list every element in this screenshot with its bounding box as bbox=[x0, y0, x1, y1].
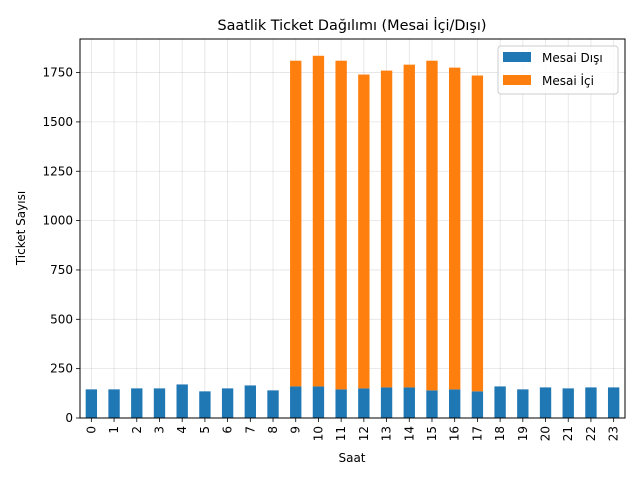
x-tick-label: 1 bbox=[107, 426, 121, 434]
bar-mesai-disi-1 bbox=[108, 389, 120, 418]
x-tick-label: 14 bbox=[402, 426, 416, 441]
y-tick-label: 250 bbox=[50, 362, 73, 376]
bar-mesai-disi-8 bbox=[267, 390, 279, 418]
bar-mesai-disi-22 bbox=[585, 387, 597, 418]
x-tick-label: 18 bbox=[493, 426, 507, 441]
y-tick-label: 750 bbox=[50, 263, 73, 277]
bar-mesai-disi-7 bbox=[244, 385, 256, 418]
bar-mesai-disi-18 bbox=[494, 386, 506, 418]
legend-label-mesai-ici: Mesai İçi bbox=[542, 73, 594, 88]
x-tick-label: 23 bbox=[607, 426, 621, 441]
bar-mesai-ici-9 bbox=[290, 60, 302, 387]
x-tick-label: 5 bbox=[198, 426, 212, 434]
bar-mesai-disi-5 bbox=[199, 391, 211, 418]
x-tick-label: 8 bbox=[266, 426, 280, 434]
x-tick-label: 3 bbox=[152, 426, 166, 434]
bars bbox=[85, 55, 620, 418]
bar-mesai-disi-20 bbox=[539, 387, 552, 418]
bar-mesai-ici-10 bbox=[312, 55, 325, 387]
y-tick-label: 500 bbox=[50, 312, 73, 326]
bar-mesai-disi-15 bbox=[426, 390, 438, 418]
bar-mesai-ici-13 bbox=[380, 70, 393, 388]
x-axis-label: Saat bbox=[338, 451, 365, 465]
bar-mesai-disi-0 bbox=[85, 389, 98, 418]
bar-mesai-disi-4 bbox=[176, 384, 188, 418]
y-axis-label: Ticket Sayısı bbox=[14, 191, 28, 266]
x-tick-label: 16 bbox=[448, 426, 462, 441]
bar-mesai-disi-9 bbox=[290, 386, 302, 418]
y-tick-label: 1000 bbox=[42, 214, 73, 228]
legend-label-mesai-disi: Mesai Dışı bbox=[542, 51, 603, 65]
bar-mesai-disi-13 bbox=[380, 387, 393, 418]
bar-mesai-disi-17 bbox=[471, 391, 484, 418]
bar-mesai-ici-16 bbox=[449, 67, 461, 390]
x-tick-label: 6 bbox=[221, 426, 235, 434]
bar-mesai-ici-11 bbox=[335, 60, 347, 390]
bar-mesai-disi-10 bbox=[312, 386, 325, 418]
y-tick-label: 1500 bbox=[42, 115, 73, 129]
y-tick-label: 0 bbox=[65, 411, 73, 425]
bar-mesai-ici-17 bbox=[471, 75, 484, 392]
x-tick-label: 10 bbox=[311, 426, 325, 441]
x-tick-label: 15 bbox=[425, 426, 439, 441]
y-axis: 0 250 500 750 1000 1250 1500 1750 bbox=[42, 66, 80, 425]
bar-mesai-disi-3 bbox=[153, 388, 166, 418]
bar-mesai-disi-23 bbox=[607, 387, 620, 418]
bar-mesai-disi-21 bbox=[562, 388, 574, 418]
legend-swatch-mesai-ici bbox=[503, 75, 531, 85]
x-tick-label: 11 bbox=[334, 426, 348, 441]
x-tick-label: 12 bbox=[357, 426, 371, 441]
x-tick-label: 22 bbox=[584, 426, 598, 441]
bar-mesai-ici-15 bbox=[426, 60, 438, 391]
bar-mesai-disi-19 bbox=[517, 389, 529, 418]
bar-mesai-disi-6 bbox=[221, 388, 234, 418]
x-tick-label: 21 bbox=[561, 426, 575, 441]
bar-mesai-disi-12 bbox=[358, 388, 370, 418]
x-tick-label: 19 bbox=[516, 426, 530, 441]
bar-mesai-disi-2 bbox=[131, 388, 143, 418]
bar-mesai-disi-16 bbox=[449, 389, 461, 418]
plot-frame bbox=[79, 38, 626, 419]
x-tick-label: 17 bbox=[470, 426, 484, 441]
x-tick-label: 13 bbox=[380, 426, 394, 441]
bar-mesai-ici-14 bbox=[403, 64, 415, 388]
y-tick-label: 1250 bbox=[42, 164, 73, 178]
legend: Mesai Dışı Mesai İçi bbox=[497, 45, 619, 95]
bar-mesai-disi-11 bbox=[335, 389, 347, 418]
legend-swatch-mesai-disi bbox=[503, 52, 531, 62]
x-tick-label: 0 bbox=[84, 426, 98, 434]
chart-title: Saatlik Ticket Dağılımı (Mesai İçi/Dışı) bbox=[217, 16, 486, 34]
x-tick-label: 2 bbox=[130, 426, 144, 434]
y-tick-label: 1750 bbox=[42, 66, 73, 80]
bar-mesai-disi-14 bbox=[403, 387, 415, 418]
x-tick-label: 9 bbox=[289, 426, 303, 434]
x-tick-label: 20 bbox=[539, 426, 553, 441]
x-tick-label: 7 bbox=[243, 426, 257, 434]
x-axis: 0 1 2 3 4 5 6 7 8 9 10 11 12 13 14 15 16 17 18 19 20 21 22 23 bbox=[84, 418, 621, 441]
bar-mesai-ici-12 bbox=[358, 74, 370, 389]
x-tick-label: 4 bbox=[175, 426, 189, 434]
